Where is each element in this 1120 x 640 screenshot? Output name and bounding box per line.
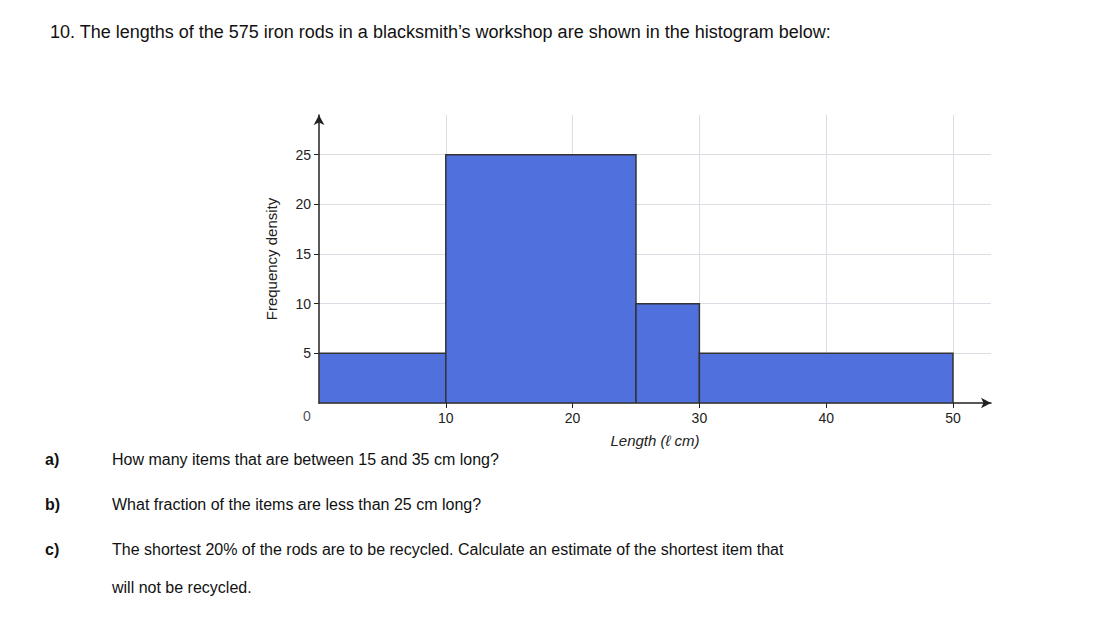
svg-text:40: 40 — [818, 410, 834, 426]
svg-text:a): a) — [45, 451, 59, 468]
svg-text:30: 30 — [692, 410, 708, 426]
svg-text:0: 0 — [303, 408, 311, 424]
svg-text:20: 20 — [565, 410, 581, 426]
svg-text:How many items that are betwee: How many items that are between 15 and 3… — [112, 451, 499, 468]
svg-text:will not be recycled.: will not be recycled. — [111, 579, 252, 596]
svg-text:The shortest 20% of the rods a: The shortest 20% of the rods are to be r… — [112, 541, 784, 558]
svg-text:c): c) — [45, 541, 59, 558]
svg-text:25: 25 — [295, 147, 311, 163]
svg-text:5: 5 — [303, 345, 311, 361]
svg-text:15: 15 — [295, 246, 311, 262]
svg-text:10: 10 — [438, 410, 454, 426]
svg-text:b): b) — [45, 496, 60, 513]
svg-text:20: 20 — [295, 196, 311, 212]
svg-text:Frequency density: Frequency density — [263, 197, 280, 320]
svg-text:What fraction of the items are: What fraction of the items are less than… — [112, 496, 481, 513]
svg-text:50: 50 — [945, 410, 961, 426]
svg-text:10. The lengths of the 575 iro: 10. The lengths of the 575 iron rods in … — [50, 22, 831, 42]
svg-text:10: 10 — [295, 296, 311, 312]
svg-text:Length (ℓ cm): Length (ℓ cm) — [610, 432, 699, 449]
